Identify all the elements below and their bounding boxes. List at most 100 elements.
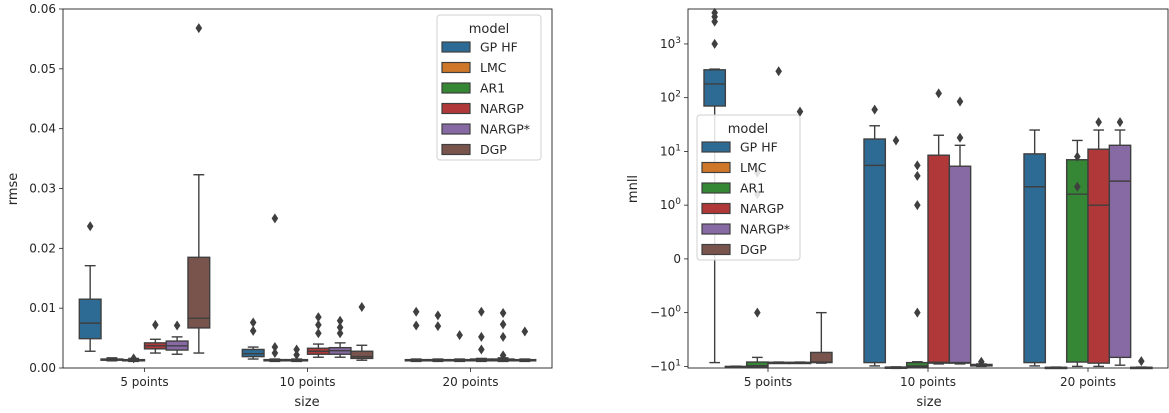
- left-outlier: [315, 312, 322, 323]
- left-y-tick-label: 0.06: [29, 2, 56, 16]
- left-outlier: [478, 331, 485, 342]
- right-legend-label: GP HF: [740, 140, 778, 155]
- left-x-tick-label: 5 points: [120, 375, 168, 389]
- right-legend-label: NARGP: [740, 201, 784, 216]
- left-legend-label: AR1: [480, 81, 505, 96]
- right-legend-swatch: [701, 161, 731, 174]
- left-y-tick-label: 0.01: [29, 301, 56, 315]
- right-box: [745, 361, 769, 368]
- left-outlier: [249, 317, 257, 328]
- left-legend-swatch: [441, 82, 471, 94]
- left-outlier: [271, 213, 279, 224]
- right-outlier: [935, 88, 942, 99]
- right-box: [809, 351, 833, 364]
- left-y-tick-label: 0.04: [29, 122, 56, 136]
- right-y-tick-label: 100: [660, 197, 681, 212]
- left-box: [78, 298, 102, 340]
- right-y-tick-label: −100: [650, 305, 681, 320]
- left-x-axis-label: size: [294, 395, 319, 410]
- left-outlier: [336, 315, 344, 326]
- right-x-tick-label: 20 points: [1060, 375, 1116, 389]
- left-chart: 0.00 0.01 0.02 0.03 0.04 0.05 0.06 5 points 10 p…: [6, 2, 553, 410]
- right-y-tick-label: 102: [660, 90, 681, 105]
- right-outlier: [1074, 181, 1081, 192]
- right-legend-swatch: [701, 243, 731, 256]
- right-plot-area: 103 102 101 100 0 −100 −101 5 points 10 points 20…: [650, 7, 1169, 389]
- right-legend-swatch: [701, 223, 731, 235]
- right-legend: model GP HF LMC AR1 NARGP NARGP* DGP: [696, 114, 801, 261]
- right-box: [905, 361, 929, 368]
- left-outlier: [293, 344, 300, 355]
- right-outlier: [711, 38, 718, 49]
- left-y-tick-label: 0.02: [29, 241, 56, 255]
- left-outlier: [434, 310, 442, 321]
- right-y-tick-label: 101: [660, 143, 681, 158]
- right-outlier: [775, 66, 782, 77]
- left-outlier: [315, 328, 322, 339]
- left-outlier: [86, 221, 94, 232]
- left-legend-swatch: [441, 61, 471, 74]
- right-x-axis-label: size: [916, 395, 941, 410]
- left-legend-label: LMC: [480, 60, 507, 75]
- right-y-tick-label: 103: [660, 36, 681, 51]
- right-box: [1087, 148, 1111, 364]
- left-legend: model GP HF LMC AR1 NARGP NARGP* DGP: [436, 14, 542, 161]
- right-outlier: [1138, 356, 1145, 367]
- right-legend-title: model: [728, 122, 768, 137]
- right-outlier: [892, 135, 900, 146]
- left-outlier: [478, 306, 485, 317]
- left-x-tick-label: 10 points: [280, 375, 336, 389]
- left-outlier: [195, 23, 203, 34]
- left-outlier: [130, 353, 137, 364]
- left-outlier: [412, 320, 420, 331]
- left-y-axis-label: rmse: [6, 173, 21, 206]
- right-legend-label: NARGP*: [740, 222, 790, 237]
- left-outlier: [152, 319, 159, 330]
- right-box: [927, 154, 951, 364]
- left-box: [187, 256, 211, 329]
- right-box: [948, 165, 972, 364]
- left-outlier: [336, 328, 344, 339]
- right-outlier: [1074, 151, 1081, 162]
- left-outlier: [412, 306, 420, 317]
- right-box: [863, 138, 887, 364]
- left-legend-label: NARGP*: [480, 122, 530, 137]
- left-y-tick-label: 0.05: [29, 62, 56, 76]
- right-outlier: [754, 307, 761, 318]
- left-outlier: [271, 342, 279, 353]
- left-outlier: [293, 349, 300, 360]
- left-y-tick-label: 0.03: [29, 182, 56, 196]
- right-legend-swatch: [701, 202, 731, 215]
- right-outlier: [1116, 117, 1124, 128]
- left-box: [350, 350, 374, 360]
- right-outlier: [711, 7, 718, 18]
- left-x-tick-label: 20 points: [443, 375, 499, 389]
- left-outlier: [456, 330, 463, 341]
- right-box: [1108, 144, 1132, 359]
- left-outlier: [173, 320, 181, 331]
- left-outlier: [499, 350, 507, 361]
- left-outlier: [499, 307, 507, 318]
- right-legend-label: LMC: [740, 160, 767, 175]
- left-outlier: [336, 322, 344, 333]
- left-outlier: [249, 325, 257, 336]
- right-legend-label: AR1: [740, 181, 765, 196]
- right-y-axis-label: mnll: [626, 175, 641, 203]
- right-outlier: [914, 170, 921, 181]
- left-legend-swatch: [441, 143, 471, 156]
- left-legend-swatch: [441, 41, 471, 53]
- right-outlier: [871, 104, 878, 115]
- left-legend-label: NARGP: [480, 101, 524, 116]
- left-outlier: [315, 319, 322, 330]
- left-legend-label: DGP: [480, 142, 507, 157]
- right-box: [1023, 153, 1047, 364]
- right-outlier: [914, 160, 921, 171]
- left-legend-label: GP HF: [480, 40, 518, 55]
- right-chart: 103 102 101 100 0 −100 −101 5 points 10 points 20…: [626, 7, 1169, 410]
- right-y-tick-label: 0: [673, 252, 681, 266]
- right-y-tick-label: −101: [650, 358, 681, 373]
- left-legend-swatch: [441, 102, 471, 115]
- left-outlier: [521, 326, 529, 337]
- right-outlier: [796, 106, 804, 117]
